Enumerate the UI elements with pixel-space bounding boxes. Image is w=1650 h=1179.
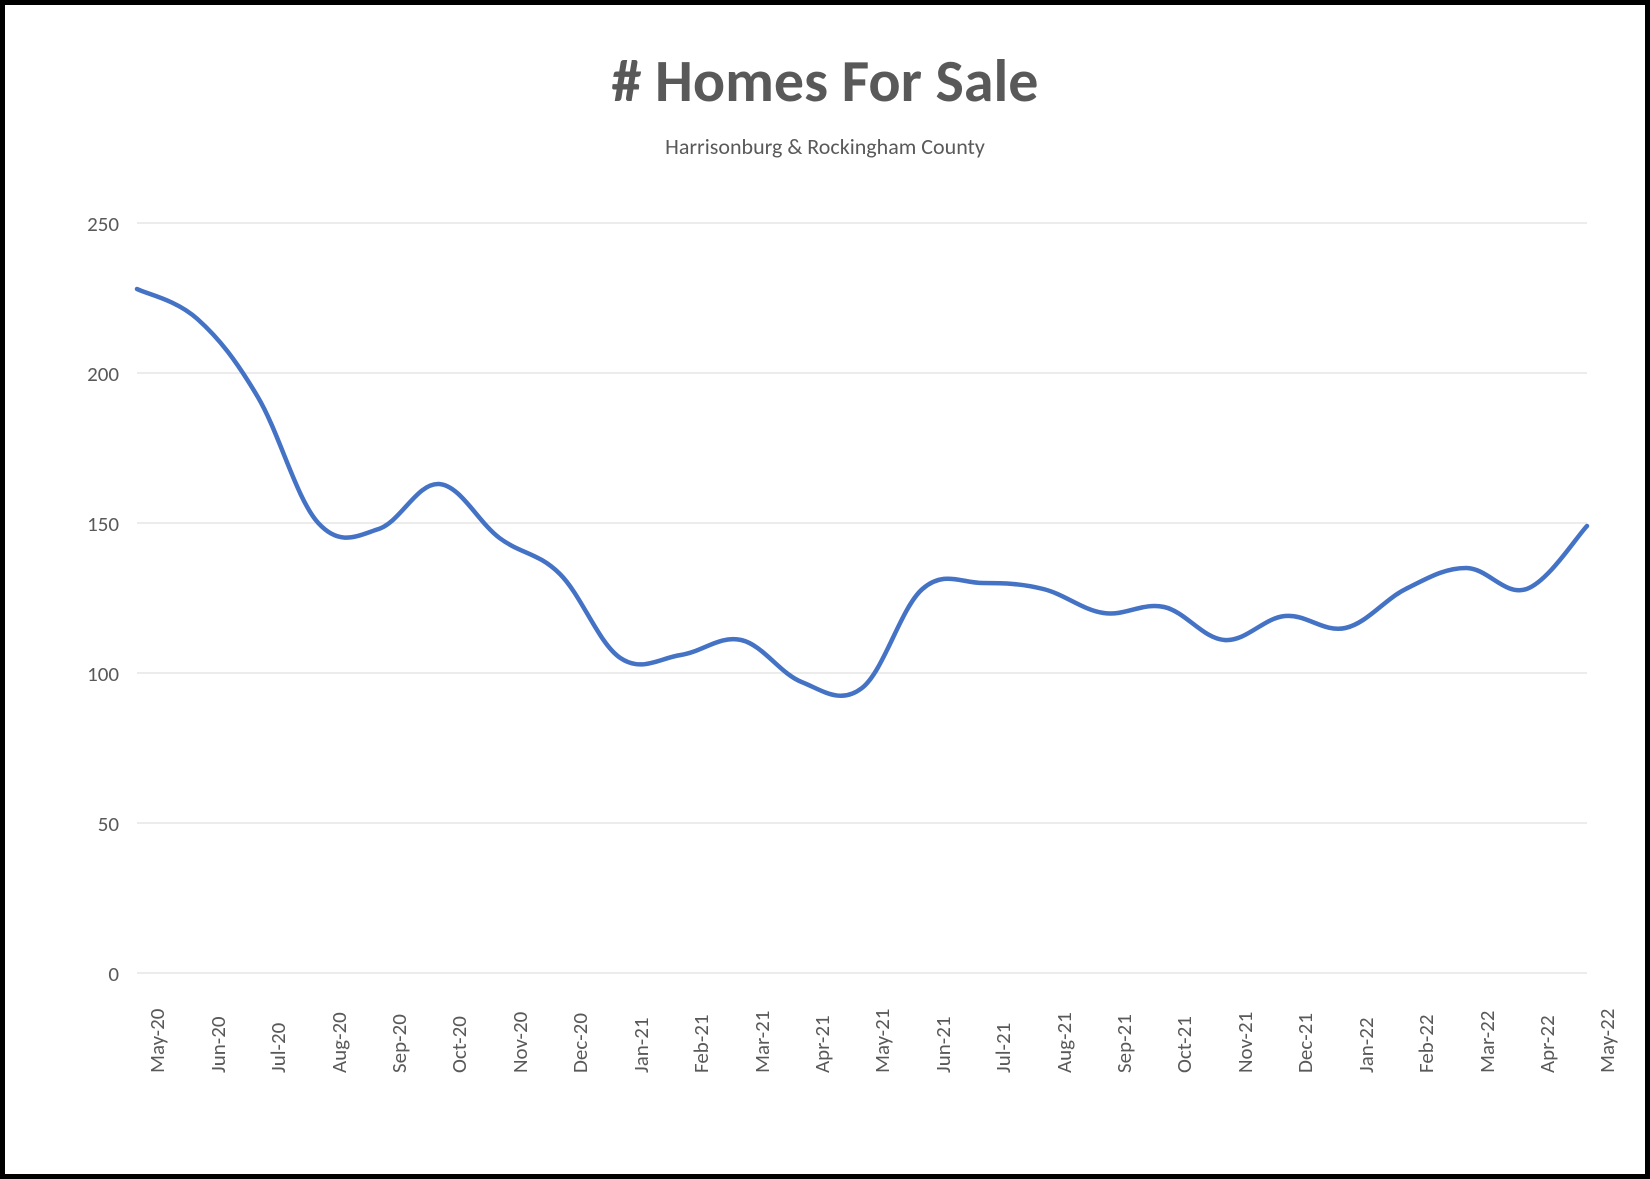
x-tick-label: Dec-20 bbox=[567, 1013, 593, 1073]
x-tick-label: Jun-21 bbox=[930, 1017, 956, 1073]
chart-frame: # Homes For Sale Harrisonburg & Rockingh… bbox=[0, 0, 1650, 1179]
x-tick-label: Mar-22 bbox=[1474, 1011, 1500, 1073]
x-tick-label: Oct-21 bbox=[1171, 1016, 1197, 1073]
x-tick-label: Dec-21 bbox=[1292, 1013, 1318, 1073]
y-tick-label: 50 bbox=[5, 811, 119, 837]
y-tick-label: 150 bbox=[5, 511, 119, 537]
x-tick-label: May-21 bbox=[869, 1009, 895, 1073]
x-tick-label: Feb-22 bbox=[1413, 1014, 1439, 1073]
x-tick-label: Sep-20 bbox=[386, 1014, 412, 1073]
x-tick-label: Jul-21 bbox=[990, 1023, 1016, 1073]
x-tick-label: Aug-21 bbox=[1051, 1012, 1077, 1073]
x-tick-label: Oct-20 bbox=[446, 1016, 472, 1073]
y-tick-label: 250 bbox=[5, 211, 119, 237]
x-tick-label: Apr-22 bbox=[1534, 1015, 1560, 1073]
chart-title: # Homes For Sale bbox=[5, 45, 1645, 118]
x-tick-label: Nov-21 bbox=[1232, 1012, 1258, 1073]
y-tick-label: 100 bbox=[5, 661, 119, 687]
plot-area bbox=[137, 223, 1587, 973]
y-tick-label: 0 bbox=[5, 961, 119, 987]
x-tick-label: Jan-22 bbox=[1353, 1017, 1379, 1073]
x-tick-label: Jul-20 bbox=[265, 1023, 291, 1073]
x-tick-label: Sep-21 bbox=[1111, 1014, 1137, 1073]
x-tick-label: Mar-21 bbox=[749, 1011, 775, 1073]
y-tick-label: 200 bbox=[5, 361, 119, 387]
x-tick-label: May-22 bbox=[1594, 1009, 1620, 1073]
data-line bbox=[137, 289, 1587, 696]
x-tick-label: Apr-21 bbox=[809, 1015, 835, 1073]
chart-subtitle: Harrisonburg & Rockingham County bbox=[5, 133, 1645, 160]
x-tick-label: Feb-21 bbox=[688, 1014, 714, 1073]
x-tick-label: May-20 bbox=[144, 1009, 170, 1073]
x-tick-label: Nov-20 bbox=[507, 1012, 533, 1073]
x-tick-label: Jan-21 bbox=[628, 1017, 654, 1073]
x-tick-label: Aug-20 bbox=[326, 1012, 352, 1073]
x-tick-label: Jun-20 bbox=[205, 1017, 231, 1073]
